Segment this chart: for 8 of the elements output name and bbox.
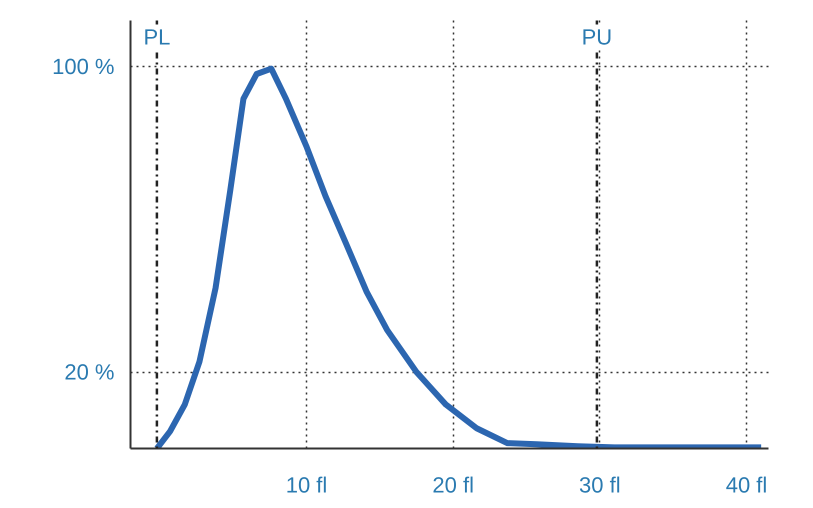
ref-line-label: PL	[143, 24, 170, 50]
y-tick-label: 100 %	[52, 54, 115, 79]
x-tick-label: 30 fl	[579, 472, 621, 498]
y-tick-label: 20 %	[64, 360, 115, 385]
x-tick-label: 20 fl	[432, 472, 474, 498]
x-tick-label: 10 fl	[286, 472, 328, 498]
ref-line-label: PU	[582, 24, 612, 50]
x-tick-label: 40 fl	[726, 472, 768, 498]
